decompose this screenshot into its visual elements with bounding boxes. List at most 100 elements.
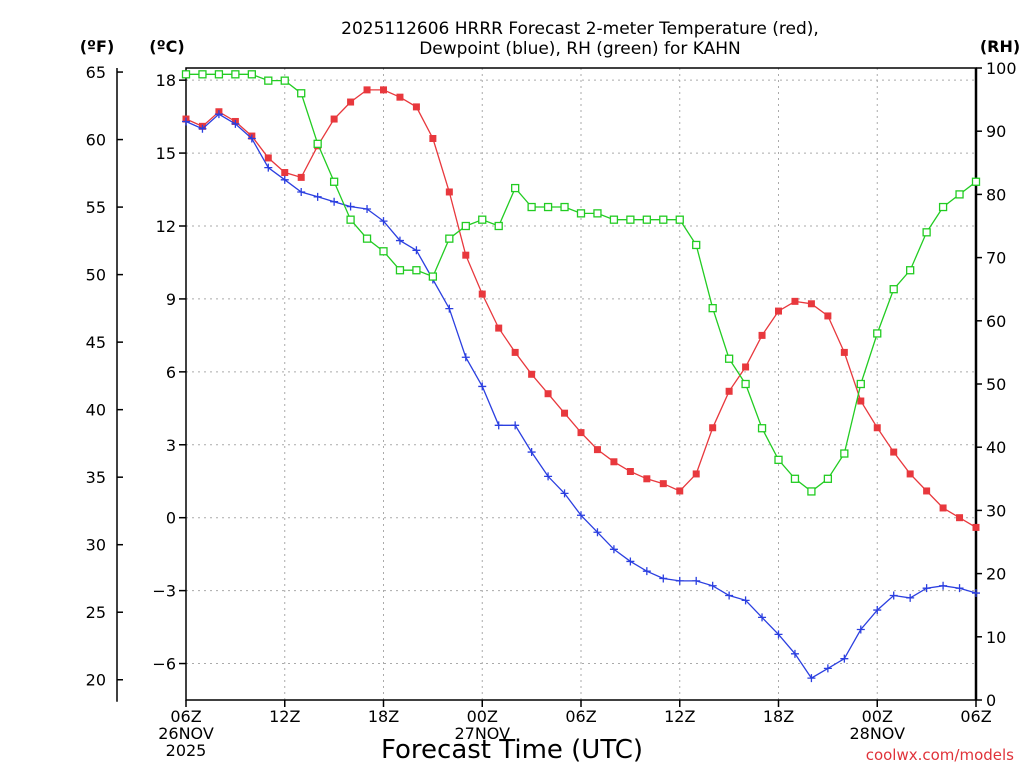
fahrenheit-tick-label: 40 [86,401,106,420]
temperature-point [593,446,601,454]
series-rh [181,70,981,496]
rh-point [724,354,734,363]
fahrenheit-unit-label: (ºF) [80,37,115,56]
rh-point [626,215,635,224]
temperature-point [725,387,733,395]
rh-tick-label: 60 [986,312,1006,331]
rh-point [922,228,931,237]
dewpoint-point [182,117,190,126]
rh-point [346,215,355,224]
rh-point [807,487,816,496]
dewpoint-point [445,304,454,313]
rh-point [527,202,536,212]
rh-tick-label: 30 [986,501,1006,520]
rh-tick-label: 40 [986,438,1006,457]
rh-tick-label: 90 [986,122,1006,141]
rh-point [313,139,322,148]
dewpoint-point [544,472,553,481]
temperature-point [495,324,503,332]
temperature-point [380,86,387,94]
dewpoint-point [840,654,849,663]
dewpoint-point [478,382,487,391]
x-tick-label: 06Z [960,707,991,726]
rh-point [889,285,898,294]
chart-title-line1: 2025112606 HRRR Forecast 2-meter Tempera… [341,19,819,39]
rh-point [181,70,191,79]
dewpoint-point [264,163,273,172]
rh-tick-label: 100 [986,59,1017,78]
rh-point [231,70,240,79]
rh-point [445,234,454,243]
rh-point [593,209,602,218]
dewpoint-point [758,613,767,622]
dewpoint-point [313,192,322,201]
temperature-point [840,348,848,356]
rh-point [840,449,849,458]
dewpoint-point [527,448,536,457]
dewpoint-point [889,591,898,600]
rh-unit-label: (RH) [980,37,1020,56]
temperature-point [544,390,552,398]
temperature-point [610,458,618,466]
celsius-tick-label: −3 [152,582,176,601]
temperature-point [775,307,782,315]
rh-point [494,221,503,231]
chart-title-line2: Dewpoint (blue), RH (green) for KAHN [419,39,741,59]
rh-point [329,177,339,186]
rh-point [478,215,487,224]
dewpoint-point [708,581,717,590]
x-date-label: 26NOV [158,724,214,743]
x-tick-label: 06Z [565,707,596,726]
x-date-label: 27NOV [454,724,510,743]
rh-point [297,89,306,98]
rh-point [675,215,684,224]
dewpoint-point [955,584,964,593]
celsius-unit-label: (ºC) [149,37,184,56]
fahrenheit-tick-label: 20 [86,671,106,690]
temperature-point [561,409,569,417]
rh-tick-label: 20 [986,565,1006,584]
x-date-label: 28NOV [849,724,905,743]
rh-point [971,177,981,186]
dewpoint-point [807,674,816,683]
dewpoint-point [823,664,832,673]
rh-point [955,190,964,199]
dewpoint-point [790,649,799,658]
temperature-point [330,115,338,123]
dewpoint-point [247,134,256,143]
dewpoint-point [939,581,948,590]
x-tick-label: 18Z [763,707,794,726]
x-tick-label: 12Z [269,707,300,726]
dewpoint-point [379,217,388,226]
tick-labels: 1815129630−3−665605550454035302520100908… [86,59,1017,760]
rh-point [379,247,388,256]
series-layer [181,70,981,683]
dewpoint-point [231,119,240,128]
rh-point [428,272,438,281]
dewpoint-point [922,584,931,593]
rh-point [938,202,948,212]
fahrenheit-tick-label: 60 [86,131,106,150]
fahrenheit-tick-label: 25 [86,603,106,622]
temperature-point [528,370,536,378]
temperature-point [824,312,832,320]
rh-point [511,183,520,193]
temperature-point [626,468,634,476]
temperature-point [445,188,453,196]
celsius-tick-label: 18 [156,71,176,90]
celsius-tick-label: 15 [156,144,176,163]
dewpoint-point [856,625,865,634]
dewpoint-point [774,630,783,639]
temperature-point [396,93,404,101]
rh-point [543,202,553,212]
dewpoint-point [346,202,355,211]
rh-tick-label: 70 [986,249,1006,268]
dewpoint-point [198,124,207,133]
rh-point [461,221,470,231]
temperature-point [281,169,289,177]
temperature-point [857,397,865,405]
dewpoint-point [593,528,602,537]
dewpoint-point [330,197,339,206]
dewpoint-point [395,236,404,245]
